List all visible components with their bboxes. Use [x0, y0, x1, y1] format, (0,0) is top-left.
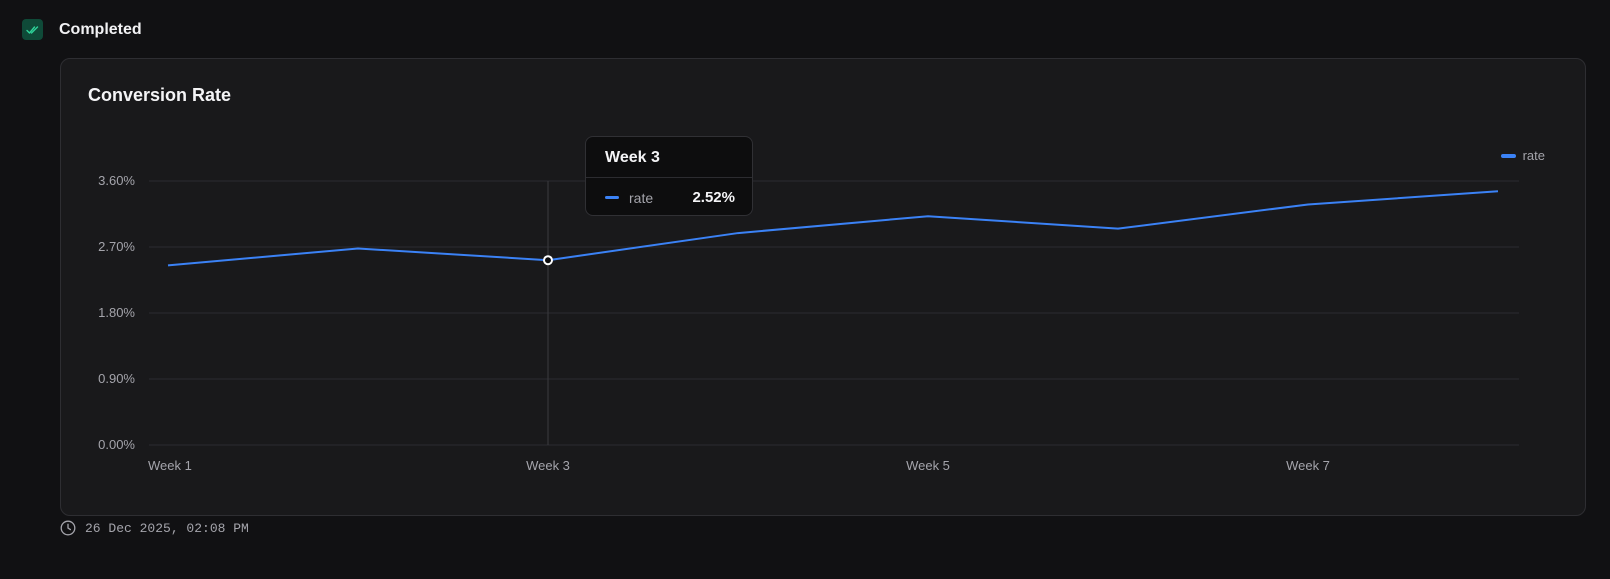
chart-title: Conversion Rate [88, 85, 232, 105]
series-line-rate [167, 190, 1499, 267]
y-tick-label: 0.00% [98, 437, 135, 452]
chart-tooltip: Week 3 rate 2.52% [585, 136, 753, 216]
y-tick-label: 3.60% [98, 173, 135, 188]
highlighted-data-point [543, 255, 553, 266]
x-tick-label: Week 7 [1286, 458, 1330, 473]
y-tick-label: 1.80% [98, 305, 135, 320]
status-label: Completed [59, 20, 142, 38]
y-tick-label: 0.90% [98, 371, 135, 386]
y-tick-label: 2.70% [98, 239, 135, 254]
timestamp-row: 26 Dec 2025, 02:08 PM [60, 520, 249, 536]
double-check-icon [22, 19, 43, 40]
x-tick-label: Week 1 [148, 458, 192, 473]
x-tick-label: Week 3 [526, 458, 570, 473]
tooltip-row: rate 2.52% [605, 189, 735, 206]
tooltip-title: Week 3 [605, 149, 660, 166]
tooltip-value: 2.52% [692, 189, 735, 206]
status-row: Completed [22, 19, 142, 40]
tooltip-series-name: rate [629, 189, 654, 206]
tooltip-swatch [605, 196, 619, 199]
timestamp-text: 26 Dec 2025, 02:08 PM [85, 520, 249, 536]
chart-legend[interactable]: rate [1500, 148, 1545, 163]
line-chart[interactable]: 0.00%0.90%1.80%2.70%3.60%Week 1 Week 3 Wee… [61, 59, 1585, 515]
legend-label: rate [1522, 148, 1545, 163]
clock-icon [60, 520, 76, 536]
tooltip-divider [586, 177, 752, 178]
chart-card: Conversion Rate 0.00% 0.90% 1.80% 2.70% 3.60… [60, 58, 1586, 516]
legend-swatch [1500, 153, 1516, 158]
x-tick-label: Week 5 [906, 458, 950, 473]
